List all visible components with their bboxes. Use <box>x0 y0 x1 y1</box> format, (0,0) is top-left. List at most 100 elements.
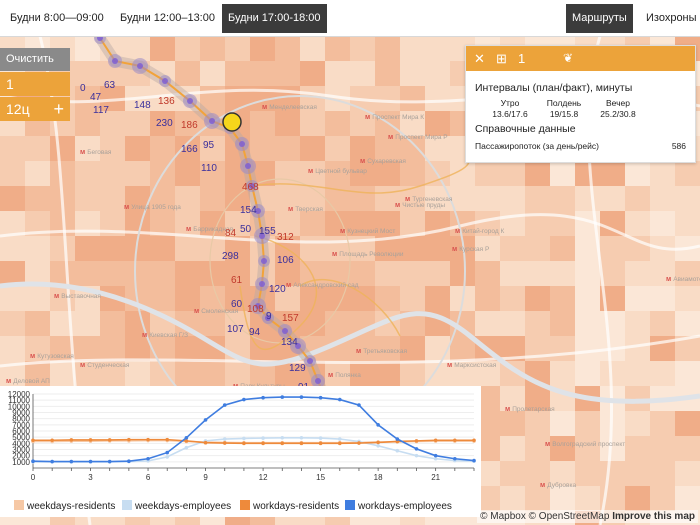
series-point-workdays-employees[interactable] <box>414 447 419 451</box>
heat-cell <box>150 261 175 286</box>
leaf-icon[interactable]: ❦ <box>563 51 574 65</box>
close-icon[interactable]: ✕ <box>474 51 485 66</box>
series-point-workdays-employees[interactable] <box>261 395 265 400</box>
series-point-weekdays-employees[interactable] <box>414 453 419 458</box>
series-point-workdays-residents[interactable] <box>453 438 457 443</box>
series-point-workdays-residents[interactable] <box>69 438 74 442</box>
metro-icon: м <box>80 149 86 156</box>
series-point-workdays-residents[interactable] <box>31 438 35 443</box>
series-point-weekdays-employees[interactable] <box>184 445 189 450</box>
series-point-workdays-employees[interactable] <box>127 459 131 464</box>
series-point-weekdays-employees[interactable] <box>299 435 304 440</box>
series-point-workdays-residents[interactable] <box>395 439 400 444</box>
series-point-workdays-residents[interactable] <box>50 438 54 443</box>
series-point-workdays-employees[interactable] <box>107 459 112 464</box>
heat-cell <box>525 411 550 436</box>
series-point-weekdays-employees[interactable] <box>222 437 227 441</box>
add-route-button[interactable]: + <box>53 99 64 119</box>
heat-cell <box>325 136 350 161</box>
series-point-workdays-employees[interactable] <box>299 395 304 399</box>
series-point-workdays-employees[interactable] <box>222 403 227 407</box>
metro-station-label: м Чистые пруды <box>395 202 445 210</box>
heat-cell <box>275 61 300 86</box>
metro-station-name: Курская Р <box>459 246 490 253</box>
series-point-workdays-residents[interactable] <box>337 441 342 446</box>
series-point-workdays-employees[interactable] <box>433 453 438 458</box>
series-point-workdays-employees[interactable] <box>203 418 208 422</box>
series-point-workdays-employees[interactable] <box>318 395 323 400</box>
series-point-workdays-employees[interactable] <box>453 456 457 461</box>
series-point-workdays-residents[interactable] <box>376 440 380 445</box>
series-point-workdays-employees[interactable] <box>395 437 400 441</box>
series-point-workdays-residents[interactable] <box>222 441 227 445</box>
improve-map-link[interactable]: Improve this map <box>612 511 695 522</box>
vehicle-marker[interactable] <box>222 112 242 132</box>
series-point-weekdays-employees[interactable] <box>395 448 400 453</box>
heat-cell <box>550 236 575 261</box>
heat-cell <box>525 186 550 211</box>
series-point-workdays-residents[interactable] <box>127 437 131 442</box>
clear-button[interactable]: Очистить <box>0 48 70 71</box>
heat-cell <box>575 336 600 361</box>
heat-cell <box>500 261 525 286</box>
series-point-workdays-employees[interactable] <box>69 459 74 464</box>
series-point-workdays-residents[interactable] <box>357 441 361 445</box>
tab-routes[interactable]: Маршруты <box>566 4 633 33</box>
series-point-workdays-residents[interactable] <box>88 438 93 442</box>
heat-cell <box>325 61 350 86</box>
series-point-workdays-employees[interactable] <box>88 459 93 464</box>
series-point-workdays-employees[interactable] <box>184 435 189 440</box>
series-point-workdays-employees[interactable] <box>242 397 246 402</box>
series-point-workdays-residents[interactable] <box>433 438 438 443</box>
heat-cell <box>75 361 100 386</box>
series-point-workdays-residents[interactable] <box>184 439 189 443</box>
series-point-workdays-residents[interactable] <box>261 441 265 446</box>
series-point-workdays-employees[interactable] <box>376 423 380 427</box>
series-point-workdays-residents[interactable] <box>165 437 170 442</box>
series-point-workdays-employees[interactable] <box>357 403 361 407</box>
x-tick-label: 12 <box>259 473 268 482</box>
stop-passenger-count: 108 <box>247 304 264 315</box>
heat-cell <box>100 361 125 386</box>
series-point-workdays-employees[interactable] <box>146 456 150 461</box>
series-point-workdays-residents[interactable] <box>107 438 112 442</box>
series-point-workdays-residents[interactable] <box>146 437 150 442</box>
series-point-weekdays-employees[interactable] <box>261 436 265 440</box>
series-point-workdays-employees[interactable] <box>280 395 285 399</box>
series-point-weekdays-employees[interactable] <box>318 436 323 440</box>
series-point-workdays-employees[interactable] <box>165 450 170 455</box>
metro-station-label: м Беговая <box>80 149 111 157</box>
heat-cell <box>500 461 525 486</box>
series-point-weekdays-employees[interactable] <box>376 444 380 448</box>
series-point-workdays-employees[interactable] <box>31 459 35 464</box>
stop-passenger-count: 117 <box>93 105 109 116</box>
series-point-workdays-residents[interactable] <box>414 439 419 443</box>
series-point-weekdays-employees[interactable] <box>337 437 342 441</box>
heat-cell <box>525 386 550 411</box>
series-point-weekdays-employees[interactable] <box>242 436 246 441</box>
heat-cell <box>500 161 525 186</box>
series-point-weekdays-employees[interactable] <box>433 456 438 461</box>
heat-cell <box>175 161 200 186</box>
series-point-workdays-employees[interactable] <box>337 397 342 402</box>
series-point-weekdays-employees[interactable] <box>280 435 285 440</box>
series-point-weekdays-employees[interactable] <box>165 455 170 459</box>
metro-station-name: Чистые пруды <box>402 202 446 209</box>
y-tick-label: 12000 <box>8 390 31 399</box>
series-point-workdays-residents[interactable] <box>318 441 323 446</box>
route-chip-1[interactable]: 1 <box>0 72 70 96</box>
series-point-workdays-residents[interactable] <box>299 441 304 446</box>
series-point-workdays-employees[interactable] <box>472 458 476 463</box>
route-chip-12c[interactable]: 12ц + <box>0 97 70 121</box>
series-point-workdays-residents[interactable] <box>280 441 285 446</box>
mapbox-link[interactable]: © Mapbox <box>480 511 526 522</box>
series-point-workdays-residents[interactable] <box>242 441 246 446</box>
osm-link[interactable]: © OpenStreetMap <box>528 511 610 522</box>
tab-weekday-evening[interactable]: Будни 17:00-18:00 <box>222 4 327 33</box>
series-point-workdays-employees[interactable] <box>50 459 54 464</box>
series-point-workdays-residents[interactable] <box>472 438 476 443</box>
tab-isochrones[interactable]: Изохроны <box>646 12 697 24</box>
tab-weekday-morning[interactable]: Будни 8:00—09:00 <box>10 12 104 24</box>
series-point-workdays-residents[interactable] <box>203 440 208 445</box>
tab-weekday-midday[interactable]: Будни 12:00–13:00 <box>120 12 215 24</box>
